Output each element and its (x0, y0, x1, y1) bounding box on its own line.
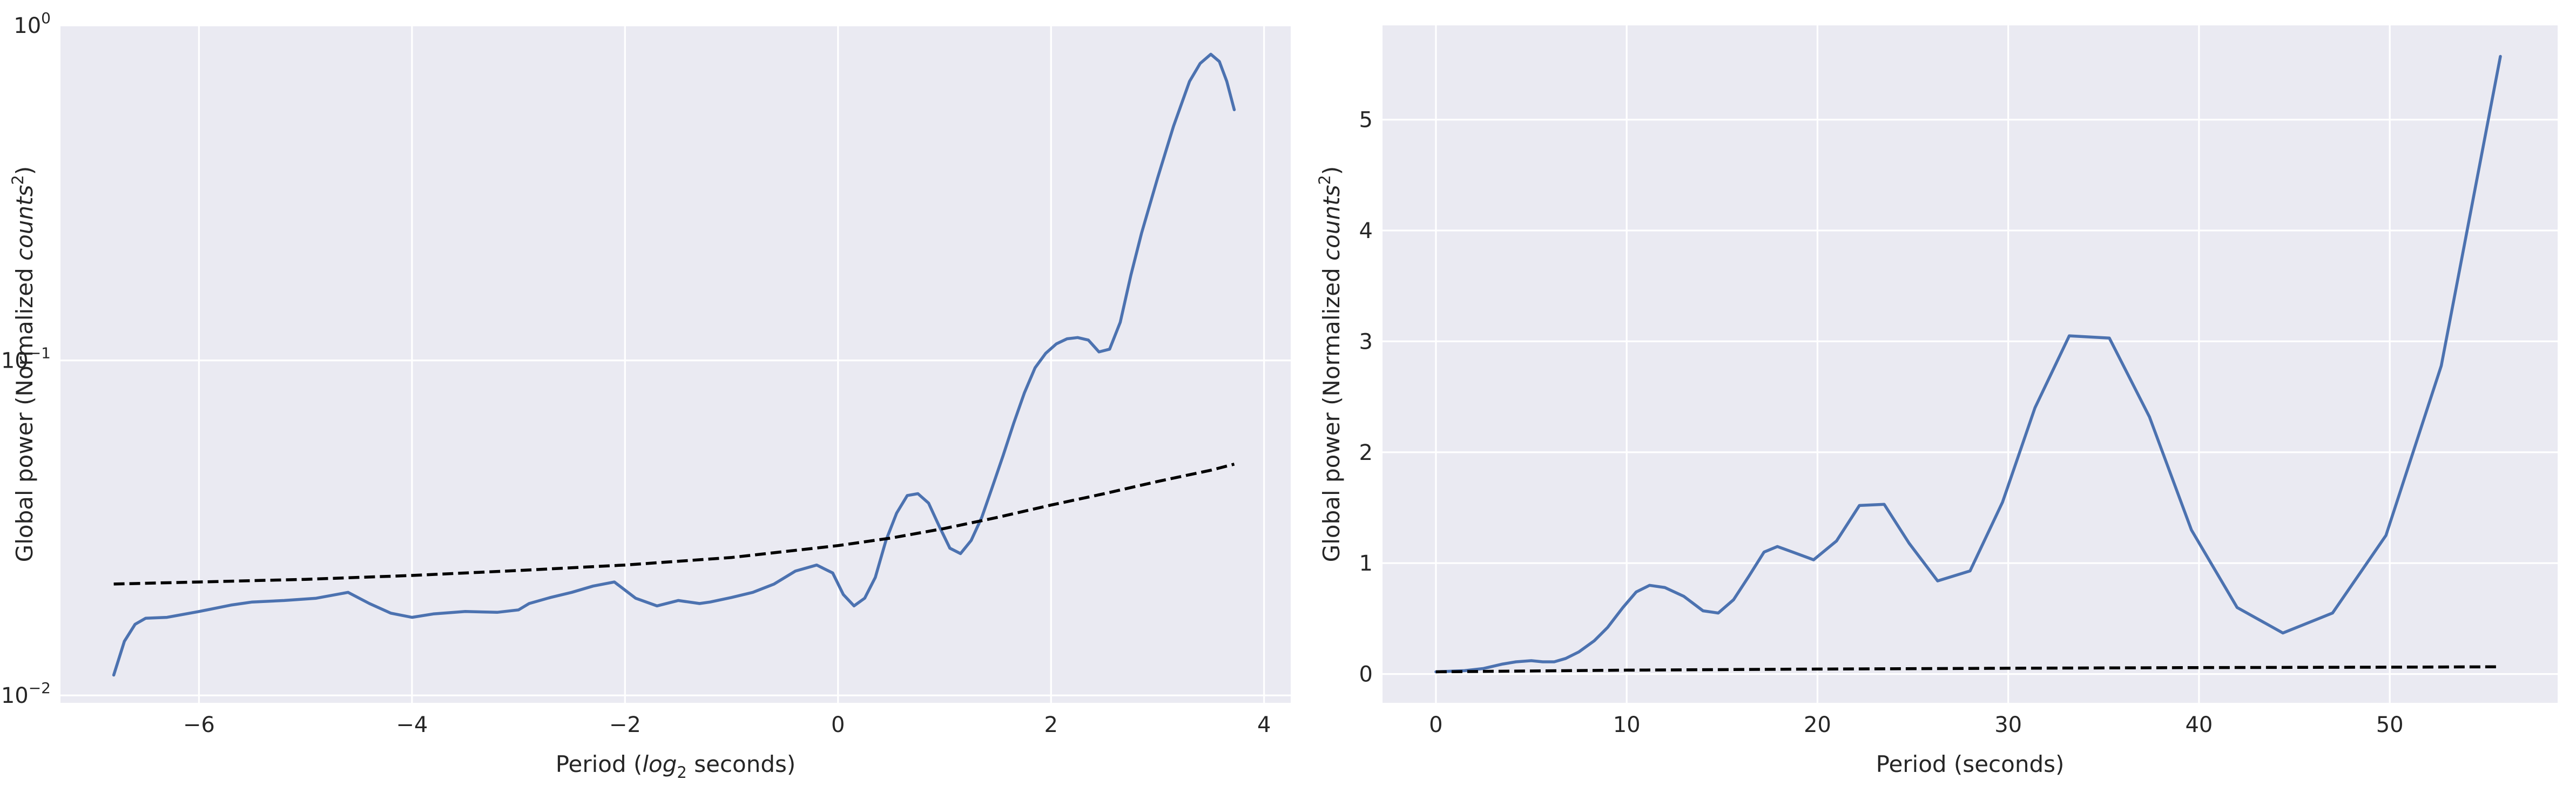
y-tick-label: 5 (1359, 108, 1373, 133)
significance-dashed-line (113, 463, 1235, 586)
significance-dashed-line (1435, 665, 2501, 674)
y-tick-label: 2 (1359, 440, 1373, 465)
plot-area (60, 25, 1291, 703)
x-tick-label: 30 (1994, 713, 2022, 737)
right-chart-linear-period: 0 10 20 30 40 50 0 1 2 3 4 5 Period (seconds) Global … (1316, 25, 2558, 777)
y-tick-label: 10−2 (1, 679, 51, 708)
x-tick-label: 0 (831, 713, 845, 737)
x-tick-label: 4 (1257, 713, 1271, 737)
x-tick-label: 0 (1429, 713, 1442, 737)
y-tick-label: 100 (14, 9, 51, 38)
y-tick-label: 10−1 (1, 344, 51, 374)
y-axis-label: Global power (Normalized counts2) (9, 166, 38, 562)
x-tick-label: 40 (2185, 713, 2213, 737)
x-axis-label: Period (seconds) (1876, 751, 2065, 777)
global-power-line (1434, 55, 2502, 674)
x-tick-label: 2 (1044, 713, 1058, 737)
left-chart-log-period: −6 −4 −2 0 2 4 10−2 10−1 100 Period (log2 seconds… (1, 9, 1291, 782)
x-tick-label: −6 (183, 713, 215, 737)
y-tick-label: 1 (1359, 551, 1373, 576)
x-tick-label: 20 (1804, 713, 1831, 737)
global-power-line (112, 52, 1236, 677)
x-tick-label: −4 (396, 713, 428, 737)
x-axis-label: Period (log2 seconds) (556, 751, 796, 782)
y-tick-label: 4 (1359, 219, 1373, 243)
y-axis-label: Global power (Normalized counts2) (1316, 166, 1345, 562)
plot-area (1383, 25, 2558, 703)
y-tick-label: 3 (1359, 329, 1373, 354)
x-tick-label: 10 (1613, 713, 1641, 737)
x-tick-label: 50 (2376, 713, 2404, 737)
x-tick-label: −2 (609, 713, 641, 737)
y-tick-label: 0 (1359, 662, 1373, 687)
